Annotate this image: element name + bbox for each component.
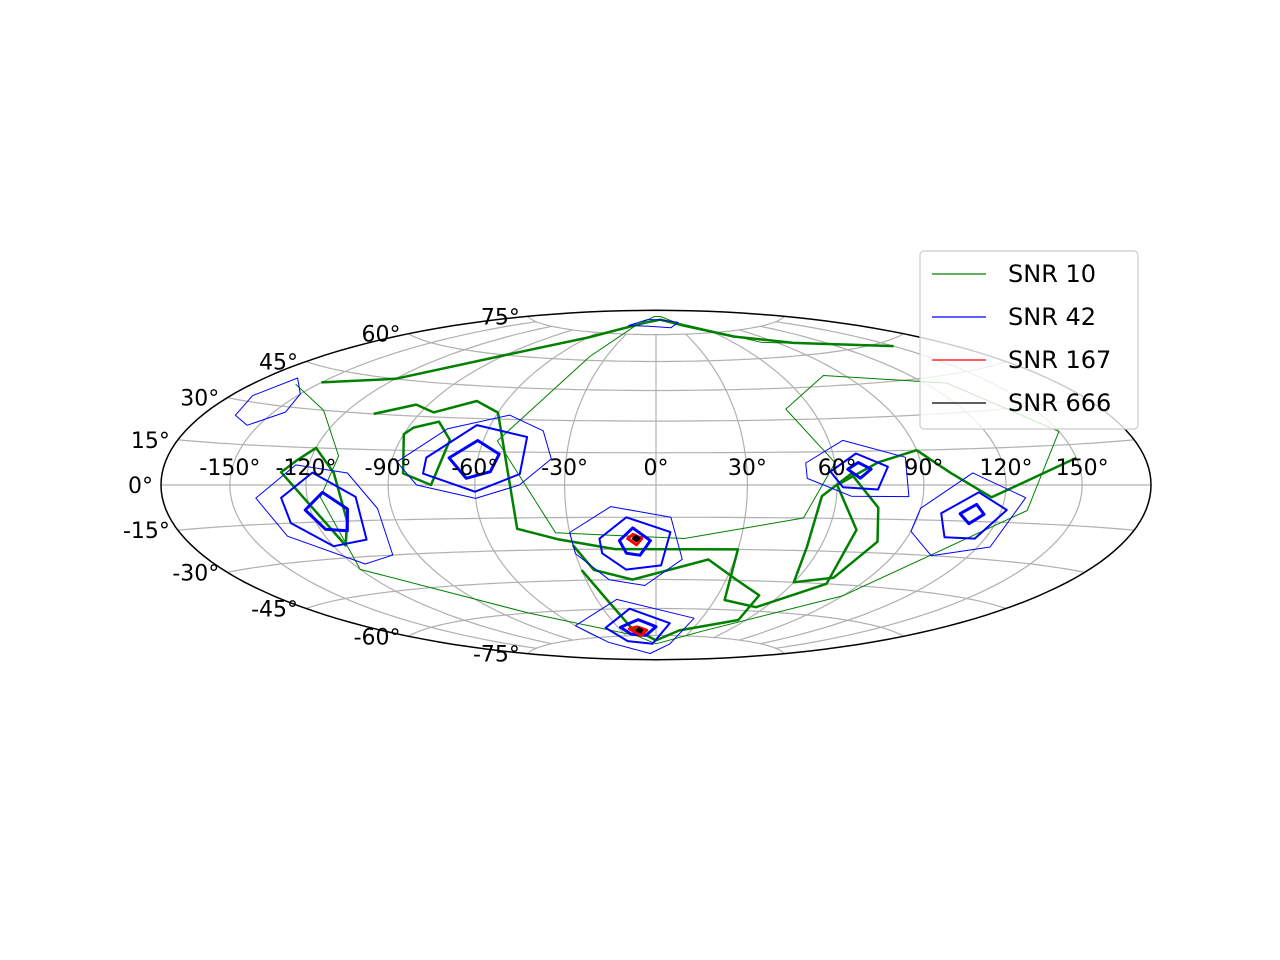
lat-tick-label: 0° — [128, 474, 153, 499]
lat-tick-label: 45° — [259, 351, 298, 376]
lon-tick-label: -120° — [276, 456, 337, 481]
lat-tick-label: -15° — [123, 519, 170, 544]
lat-tick-label: -45° — [251, 598, 298, 623]
contour-line — [619, 618, 658, 637]
contour-line — [447, 439, 501, 480]
lon-tick-label: -60° — [451, 456, 498, 481]
lat-tick-label: 75° — [481, 305, 520, 330]
parallel-line — [527, 315, 785, 336]
parallel-line — [527, 634, 785, 655]
contour-line — [396, 414, 552, 499]
contour-line — [805, 439, 910, 498]
contour-line — [627, 625, 649, 637]
lat-tick-label: -30° — [172, 561, 219, 586]
contour-line — [631, 534, 641, 543]
lat-tick-label: 30° — [180, 387, 219, 412]
lat-tick-label: -75° — [473, 643, 520, 668]
contour-line — [829, 452, 889, 491]
legend-frame — [919, 250, 1139, 430]
lon-tick-label: -150° — [199, 456, 260, 481]
projection-boundary — [160, 309, 1152, 661]
contour-line — [598, 516, 672, 571]
contour-line — [574, 598, 695, 654]
contour-line — [626, 532, 644, 547]
contour-line — [303, 490, 349, 533]
lon-tick-label: 0° — [644, 456, 669, 481]
lon-tick-label: -30° — [541, 456, 588, 481]
contour-line — [401, 420, 452, 487]
contour-line — [373, 399, 1077, 609]
graticule — [161, 315, 1151, 655]
lon-tick-label: -90° — [365, 456, 412, 481]
contour-line — [321, 318, 894, 384]
lon-tick-label: 90° — [904, 456, 943, 481]
lon-tick-label: 30° — [728, 456, 767, 481]
contour-series — [234, 316, 1077, 654]
contour-line — [910, 472, 1027, 557]
contour-line — [846, 461, 873, 480]
lat-tick-label: -60° — [354, 625, 401, 650]
lon-tick-label: 60° — [818, 456, 857, 481]
contour-line — [571, 544, 761, 642]
lon-tick-label: 120° — [980, 456, 1033, 481]
contour-line — [628, 319, 679, 329]
contour-line — [617, 526, 652, 557]
lat-tick-label: 60° — [362, 323, 401, 348]
lon-tick-label: 150° — [1056, 456, 1109, 481]
lat-tick-label: 15° — [131, 429, 170, 454]
contour-line — [279, 446, 349, 547]
contour-line — [569, 506, 683, 586]
series-3 — [631, 534, 644, 634]
legend: SNR 10 SNR 42 SNR 167 SNR 666 — [919, 250, 1139, 430]
contour-line — [958, 502, 986, 526]
lon-tick-labels: -150° -120° -90° -60° -30° 0° 30° 60° 90° 120° 150… — [199, 456, 1108, 481]
contour-line — [635, 627, 644, 634]
contour-line — [940, 491, 1008, 540]
series-2 — [626, 532, 649, 637]
parallel-line — [305, 578, 1007, 610]
contour-line — [280, 471, 368, 548]
contour-line — [234, 377, 301, 426]
contour-line — [422, 424, 529, 493]
legend-label: SNR 10 — [1008, 260, 1096, 288]
parallel-line — [408, 333, 904, 363]
legend-label: SNR 666 — [1008, 389, 1111, 417]
series-1 — [234, 319, 1027, 654]
contour-line — [255, 464, 394, 565]
contour-line — [604, 607, 671, 645]
contour-line — [792, 472, 880, 584]
legend-label: SNR 42 — [1008, 303, 1096, 331]
lat-tick-labels: 75° 60° 45° 30° 15° 0° -15°-30° -45° -60° -75° — [123, 305, 520, 667]
legend-label: SNR 167 — [1008, 346, 1111, 374]
